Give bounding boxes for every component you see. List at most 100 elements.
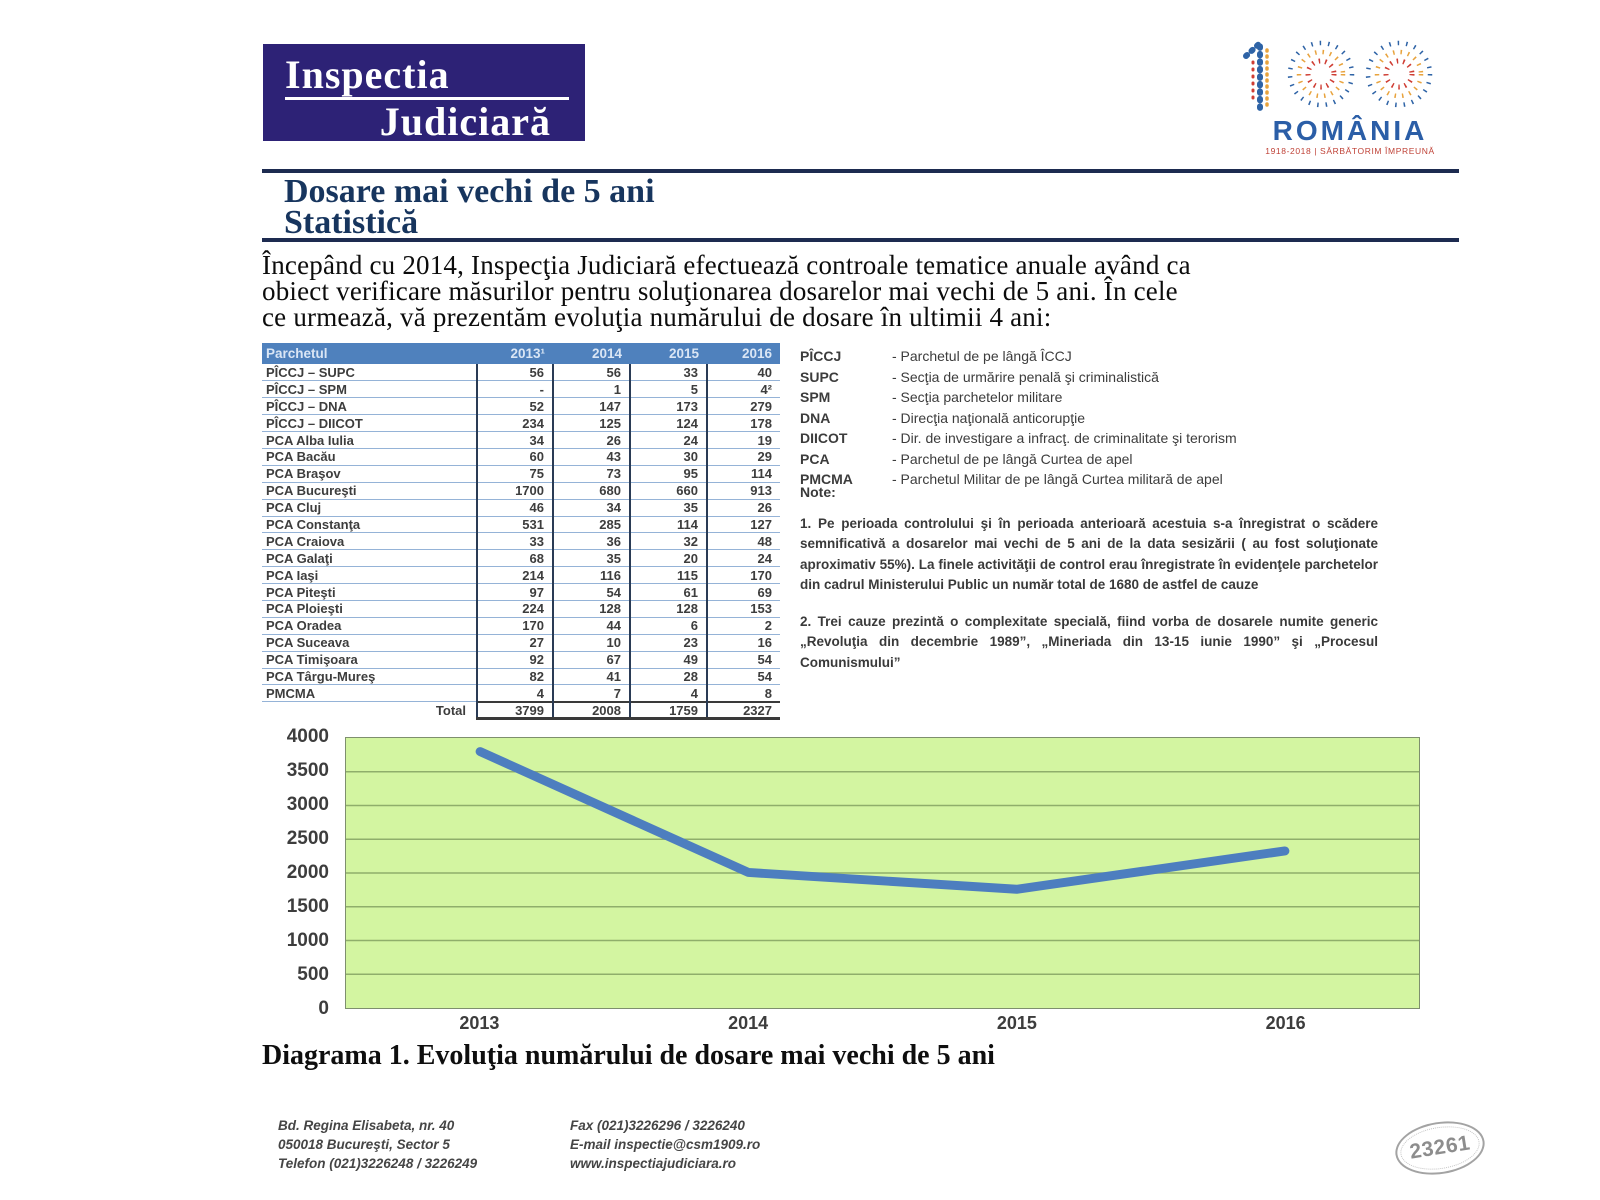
row-value: 4 bbox=[476, 684, 553, 703]
footer-contact: Fax (021)3226296 / 3226240 E-mail inspect… bbox=[570, 1116, 760, 1173]
legend-item: DNA - Direcţia naţională anticorupţie bbox=[800, 408, 1400, 429]
footer-line: Fax (021)3226296 / 3226240 bbox=[570, 1118, 745, 1133]
footer-line: www.inspectiajudiciara.ro bbox=[570, 1156, 737, 1171]
title-line1: Dosare mai vechi de 5 ani bbox=[284, 173, 655, 210]
note-paragraph: 1. Pe perioada controlului şi în perioad… bbox=[800, 516, 1378, 592]
row-value: 46 bbox=[476, 499, 553, 517]
intro-line: obiect verificare măsurilor pentru soluţ… bbox=[262, 276, 1178, 306]
legend-description: - Parchetul Militar de pe lângă Curtea m… bbox=[892, 471, 1223, 487]
centennial-country-name: ROMÂNIA bbox=[1272, 115, 1428, 146]
table-row: PCA Bacău 60 43 30 29 bbox=[262, 448, 780, 466]
intro-line: ce urmează, vă prezentăm evoluţia număru… bbox=[262, 302, 1052, 332]
y-axis-label: 3500 bbox=[286, 760, 329, 781]
row-value: 20 bbox=[629, 549, 707, 568]
row-value: 531 bbox=[476, 516, 553, 534]
row-value: 114 bbox=[629, 516, 707, 534]
legend-abbreviation: PMCMA bbox=[800, 471, 853, 487]
statistics-table: Parchetul 2013¹ 2014 2015 2016 PÎCCJ – SUPC 5… bbox=[262, 343, 780, 721]
total-value: 2008 bbox=[552, 700, 630, 721]
chart-line-series bbox=[475, 747, 1290, 894]
legend-item: PÎCCJ - Parchetul de pe lângă ÎCCJ bbox=[800, 346, 1400, 367]
row-label: PMCMA bbox=[262, 684, 477, 703]
table-header-row: Parchetul 2013¹ 2014 2015 2016 bbox=[262, 343, 780, 364]
y-axis-label: 500 bbox=[297, 964, 329, 985]
row-label: PCA Constanţa bbox=[262, 516, 477, 534]
row-label: PCA Târgu-Mureş bbox=[262, 668, 477, 686]
row-label: PCA Bucureşti bbox=[262, 482, 477, 500]
footer-line: 050018 Bucureşti, Sector 5 bbox=[278, 1137, 450, 1152]
row-value: 24 bbox=[706, 549, 780, 568]
row-value: 115 bbox=[629, 566, 707, 585]
table-row: PCA Ploieşti 224 128 128 153 bbox=[262, 600, 780, 618]
table-row: PCA Târgu-Mureş 82 41 28 54 bbox=[262, 668, 780, 686]
row-value: 128 bbox=[629, 600, 707, 618]
legend-description: - Direcţia naţională anticorupţie bbox=[892, 409, 1085, 426]
chart-caption: Diagrama 1. Evoluţia numărului de dosare… bbox=[262, 1040, 995, 1071]
row-value: 285 bbox=[552, 516, 630, 534]
row-value: 116 bbox=[552, 566, 630, 585]
row-value: 173 bbox=[629, 397, 707, 416]
registration-number: 23261 bbox=[1408, 1131, 1472, 1164]
legend-description: - Parchetul de pe lângă ÎCCJ bbox=[892, 348, 1072, 364]
intro-line: Începând cu 2014, Inspecţia Judiciară ef… bbox=[262, 250, 1191, 280]
row-label: PÎCCJ – DIICOT bbox=[262, 414, 477, 433]
x-axis-label: 2016 bbox=[1265, 1013, 1306, 1033]
row-value: - bbox=[476, 380, 553, 399]
row-value: 54 bbox=[706, 651, 780, 669]
row-label: PCA Braşov bbox=[262, 465, 477, 483]
chart-y-axis: 4000 3500 3000 2500 2000 1500 1000 500 0 bbox=[245, 726, 335, 1019]
row-value: 125 bbox=[552, 414, 630, 433]
page-title: Dosare mai vechi de 5 ani Statistică bbox=[284, 173, 655, 241]
row-value: 4² bbox=[706, 380, 780, 399]
table-row: PÎCCJ – SUPC 56 56 33 40 bbox=[262, 364, 780, 382]
row-value: 7 bbox=[552, 684, 630, 703]
row-value: 33 bbox=[629, 364, 707, 382]
row-value: 44 bbox=[552, 617, 630, 635]
legend-abbreviation: SUPC bbox=[800, 368, 839, 385]
note-paragraph: 2. Trei cauze prezintă o complexitate sp… bbox=[800, 614, 1378, 670]
row-value: 56 bbox=[476, 364, 553, 382]
row-value: 43 bbox=[552, 448, 630, 466]
row-value: 6 bbox=[629, 617, 707, 635]
title-line2: Statistică bbox=[284, 204, 419, 241]
logo-text-line2: Judiciară bbox=[379, 99, 551, 144]
table-total-row: Total 3799 2008 1759 2327 bbox=[262, 700, 780, 721]
row-value: 41 bbox=[552, 668, 630, 686]
column-header-year: 2016 bbox=[707, 343, 780, 364]
row-value: 54 bbox=[706, 668, 780, 686]
row-value: 224 bbox=[476, 600, 553, 618]
total-label: Total bbox=[262, 701, 477, 719]
row-value: 35 bbox=[552, 549, 630, 568]
row-label: PCA Piteşti bbox=[262, 583, 477, 601]
table-row: PÎCCJ – SPM -1 5 4² bbox=[262, 380, 780, 399]
row-label: PÎCCJ – SPM bbox=[262, 380, 477, 399]
footer-line: E-mail inspectie@csm1909.ro bbox=[570, 1137, 761, 1152]
row-value: 279 bbox=[706, 397, 780, 416]
row-label: PCA Suceava bbox=[262, 634, 477, 652]
row-value: 49 bbox=[629, 651, 707, 669]
legend-abbreviation: DIICOT bbox=[800, 430, 848, 446]
row-label: PCA Alba Iulia bbox=[262, 431, 477, 449]
table-row: PCA Cluj 46 34 35 26 bbox=[262, 499, 780, 517]
row-value: 660 bbox=[629, 482, 707, 500]
row-value: 124 bbox=[629, 414, 707, 433]
column-header-year: 2015 bbox=[630, 343, 707, 364]
y-axis-label: 1000 bbox=[286, 930, 329, 951]
x-axis-label: 2015 bbox=[996, 1013, 1037, 1033]
y-axis-label: 3000 bbox=[286, 794, 329, 815]
total-value: 3799 bbox=[476, 700, 553, 721]
row-value: 69 bbox=[706, 583, 780, 601]
row-value: 30 bbox=[629, 448, 707, 466]
legend-item: PMCMA - Parchetul Militar de pe lângă Cur… bbox=[800, 469, 1400, 490]
footer-line: Telefon (021)3226248 / 3226249 bbox=[278, 1156, 478, 1171]
row-value: 29 bbox=[706, 448, 780, 466]
row-value: 10 bbox=[552, 634, 630, 652]
table-row: PCA Braşov 75 73 95 114 bbox=[262, 465, 780, 483]
row-value: 128 bbox=[552, 600, 630, 618]
y-axis-label: 2000 bbox=[286, 862, 329, 883]
table-row: PCA Bucureşti 1700 680 660 913 bbox=[262, 482, 780, 500]
row-value: 913 bbox=[706, 482, 780, 500]
title-rule-top bbox=[262, 169, 1459, 173]
row-value: 170 bbox=[476, 617, 553, 635]
judicial-inspection-logo: Inspectia Judiciară bbox=[263, 44, 585, 144]
